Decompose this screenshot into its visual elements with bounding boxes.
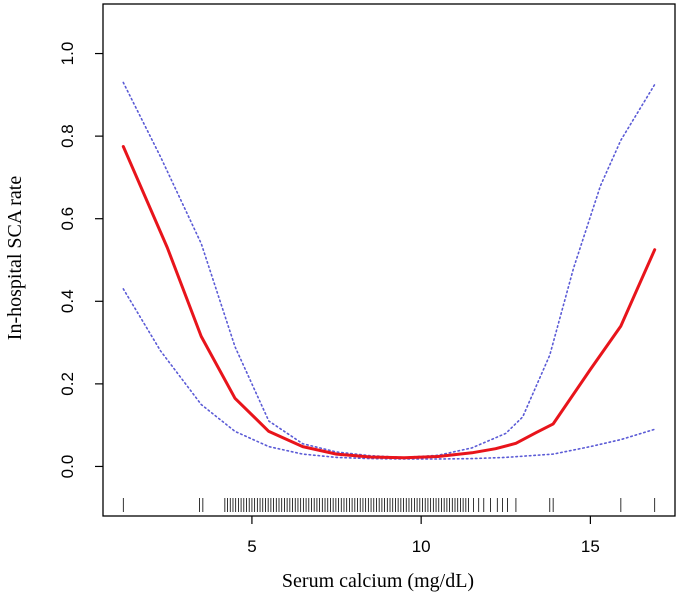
y-axis: 0.0 0.2 0.4 0.6 0.8 1.0	[58, 42, 103, 479]
y-tick-label: 1.0	[58, 42, 77, 66]
x-tick-label: 15	[581, 537, 600, 556]
y-tick-label: 0.8	[58, 124, 77, 148]
x-axis-title: Serum calcium (mg/dL)	[282, 570, 474, 592]
y-tick-label: 0.0	[58, 455, 77, 479]
y-tick-label: 0.2	[58, 372, 77, 396]
x-axis: 5 10 15	[247, 516, 600, 556]
series-lines	[121, 81, 657, 460]
series-lower-ci	[122, 288, 656, 460]
x-tick-label: 5	[247, 537, 256, 556]
plot-frame	[102, 3, 676, 517]
series-upper-ci	[122, 81, 656, 459]
plot-border	[102, 3, 676, 517]
series-estimate	[121, 145, 657, 460]
y-tick-label: 0.4	[58, 289, 77, 313]
y-axis-title: In-hospital SCA rate	[4, 176, 26, 341]
y-tick-label: 0.6	[58, 207, 77, 231]
x-tick-label: 10	[412, 537, 431, 556]
rug-marks	[122, 498, 656, 512]
